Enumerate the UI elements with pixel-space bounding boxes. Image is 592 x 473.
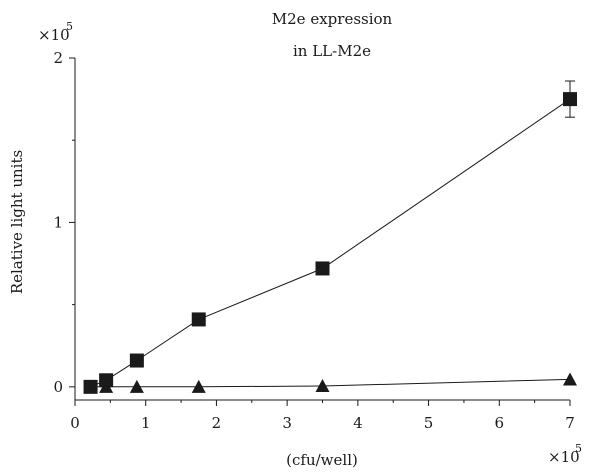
x-tick-label: 2 [212, 414, 222, 432]
y-multiplier-base: ×10 [38, 26, 70, 44]
square-marker [563, 92, 577, 107]
square-marker [191, 312, 206, 327]
x-tick-label: 5 [424, 414, 434, 432]
x-multiplier: ×10 5 [548, 442, 582, 466]
y-tick-label: 0 [53, 378, 63, 396]
x-tick-label: 1 [141, 414, 151, 432]
y-tick-label: 2 [53, 49, 63, 67]
triangle-marker [315, 379, 330, 393]
series-square [83, 80, 577, 394]
triangle-marker [129, 379, 144, 393]
y-axis-ticks: 0 1 2 [53, 49, 75, 396]
series-triangle [83, 372, 577, 393]
x-tick-label: 7 [565, 414, 575, 432]
x-axis-ticks: 0 1 2 3 4 5 6 7 [70, 400, 575, 432]
x-tick-label: 0 [70, 414, 80, 432]
y-multiplier: ×10 5 [38, 20, 73, 44]
triangle-marker [191, 379, 206, 393]
chart-title-line-1: M2e expression [272, 10, 393, 28]
chart-title-line-2: in LL-M2e [293, 42, 371, 60]
series-line [90, 378, 571, 388]
x-tick-label: 3 [282, 414, 292, 432]
y-multiplier-exponent: 5 [66, 20, 73, 33]
series-line [90, 98, 571, 388]
triangle-marker [563, 372, 577, 386]
x-tick-label: 4 [353, 414, 363, 432]
x-tick-label: 6 [495, 414, 505, 432]
x-axis-label: (cfu/well) [286, 451, 358, 469]
square-marker [315, 261, 330, 276]
chart-title: M2e expression in LL-M2e [272, 10, 393, 60]
triangle-marker [83, 379, 98, 393]
triangle-marker [99, 379, 114, 393]
y-axis-label: Relative light units [8, 150, 26, 294]
x-multiplier-exponent: 5 [575, 442, 582, 455]
square-marker [129, 353, 144, 368]
axes [74, 58, 570, 401]
y-tick-label: 1 [53, 213, 63, 231]
x-multiplier-base: ×10 [548, 448, 580, 466]
series-layer [83, 80, 577, 394]
